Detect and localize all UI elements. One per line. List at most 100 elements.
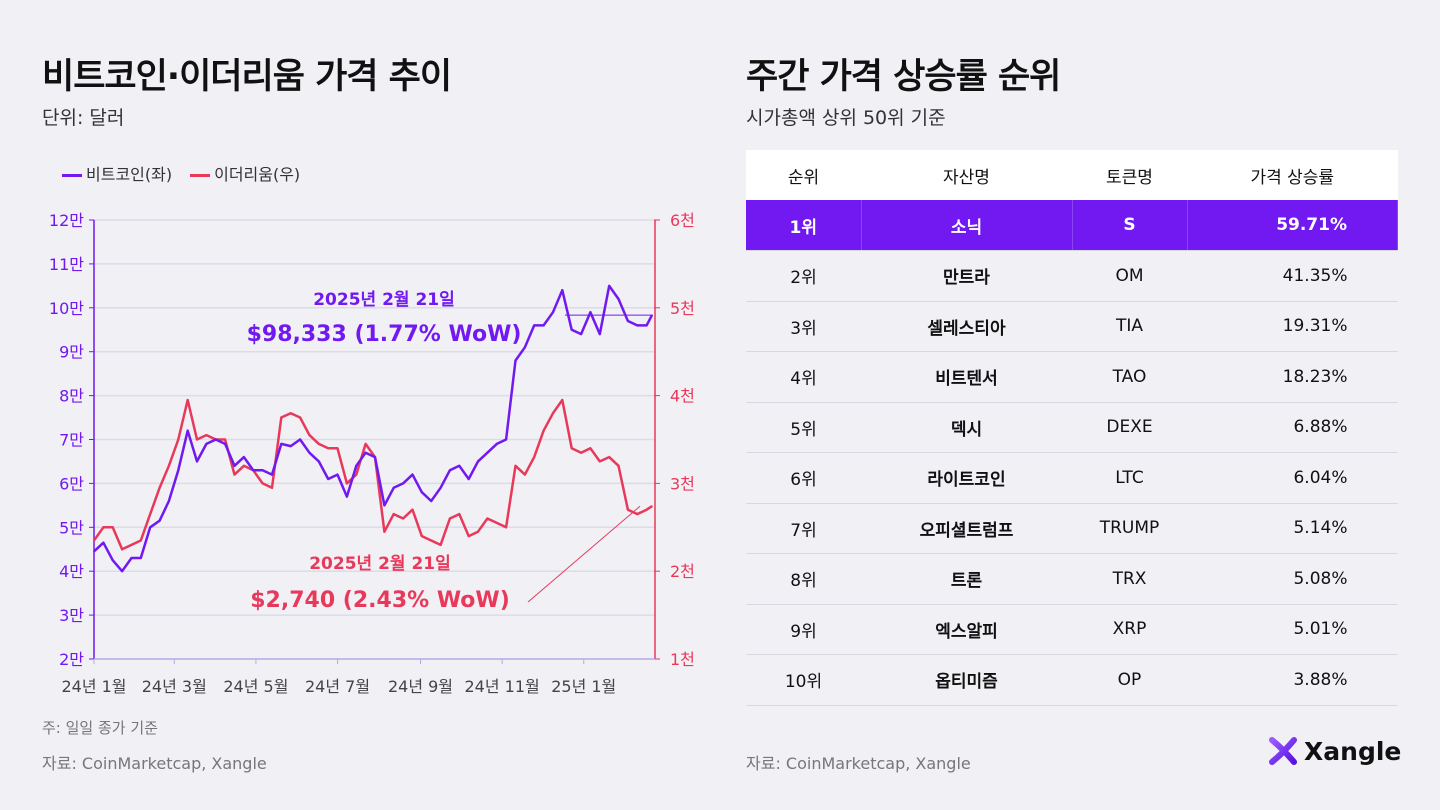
btc-annotation-value: $98,333 (1.77% WoW) xyxy=(247,322,522,347)
xangle-x-icon xyxy=(1269,737,1297,765)
data-point-btc xyxy=(168,500,170,502)
logo-text: Xangle xyxy=(1304,736,1402,766)
data-point-btc xyxy=(224,443,226,445)
data-point-btc xyxy=(486,451,489,454)
data-point-eth xyxy=(158,486,161,489)
asset-cell: 비트텐서 xyxy=(861,351,1072,403)
x-tick-label: 24년 9월 xyxy=(388,677,453,696)
change-cell: 5.14% xyxy=(1187,503,1398,554)
y-right-tick-label: 2천 xyxy=(670,562,695,581)
eth-annotation-value: $2,740 (2.43% WoW) xyxy=(250,588,510,613)
token-cell: TAO xyxy=(1072,351,1187,403)
chart-source: 자료: CoinMarketcap, Xangle xyxy=(42,754,267,773)
data-point-btc xyxy=(177,469,180,472)
data-point-btc xyxy=(580,333,582,335)
price-chart: 2만 3만 4만 5만 6만 7만 8만 9만 10만 11만 12만 1천 2천 3천 4천 5천 6천 24년… xyxy=(49,211,695,696)
rank-cell: 8위 xyxy=(746,553,861,605)
table-row: 4위 비트텐서 TAO 18.23% xyxy=(746,351,1398,403)
data-point-eth xyxy=(149,513,152,515)
data-point-btc xyxy=(458,465,461,467)
data-point-btc xyxy=(271,473,273,476)
legend-item-btc: 비트코인(좌) xyxy=(62,161,172,185)
data-point-eth xyxy=(346,482,348,485)
token-cell: DEXE xyxy=(1072,402,1187,453)
data-point-eth xyxy=(533,456,536,458)
data-point-eth xyxy=(318,443,320,445)
data-point-eth xyxy=(271,486,273,489)
data-point-eth xyxy=(280,416,283,419)
data-point-eth xyxy=(430,539,433,542)
table-row: 2위 만트라 OM 41.35% xyxy=(746,250,1398,302)
data-point-eth xyxy=(570,447,573,450)
header-change: 가격 상승률 xyxy=(1187,150,1398,200)
data-point-eth xyxy=(402,517,404,520)
token-cell: TRUMP xyxy=(1072,503,1187,554)
change-cell: 18.23% xyxy=(1187,351,1398,403)
data-point-eth xyxy=(524,473,526,476)
data-point-eth xyxy=(102,526,105,529)
asset-cell: 라이트코인 xyxy=(861,452,1072,504)
data-point-btc xyxy=(252,469,255,472)
y-right-tick-label: 6천 xyxy=(670,211,695,230)
data-point-eth xyxy=(439,544,442,546)
chart-subtitle: 단위: 달러 xyxy=(42,107,125,129)
y-left-tick-label: 11만 xyxy=(49,255,84,274)
y-left-tick-label: 4만 xyxy=(59,562,84,581)
data-point-eth xyxy=(383,530,386,533)
eth-annotation-leader xyxy=(527,505,641,603)
change-cell: 5.08% xyxy=(1187,553,1398,605)
legend-item-eth: 이더리움(우) xyxy=(190,161,300,185)
data-point-eth xyxy=(308,434,311,436)
data-point-eth xyxy=(580,451,582,454)
table-subtitle: 시가총액 상위 50위 기준 xyxy=(746,107,946,129)
data-point-btc xyxy=(636,324,639,327)
change-cell: 19.31% xyxy=(1187,301,1398,352)
table-source: 자료: CoinMarketcap, Xangle xyxy=(746,754,971,773)
data-point-btc xyxy=(289,445,292,447)
data-point-eth xyxy=(243,465,245,467)
header-asset: 자산명 xyxy=(861,150,1072,200)
y-right-tick-label: 3천 xyxy=(670,474,695,493)
token-cell: OM xyxy=(1072,250,1187,302)
data-point-btc xyxy=(130,557,133,559)
data-point-eth xyxy=(336,447,339,450)
table-title: 주간 가격 상승률 순위 xyxy=(746,57,1061,97)
data-point-btc xyxy=(327,478,329,480)
data-point-eth xyxy=(233,473,236,476)
rank-cell: 10위 xyxy=(746,654,861,706)
asset-cell: 오피셜트럼프 xyxy=(861,503,1072,554)
x-tick-label: 24년 3월 xyxy=(142,677,207,696)
rank-cell: 3위 xyxy=(746,301,861,352)
chart-title: 비트코인·이더리움 가격 추이 xyxy=(42,57,452,97)
data-point-btc xyxy=(308,451,311,454)
table-row: 8위 트론 TRX 5.08% xyxy=(746,553,1398,605)
data-point-eth xyxy=(196,438,198,441)
table-row: 7위 오피셜트럼프 TRUMP 5.14% xyxy=(746,503,1398,554)
data-point-btc xyxy=(364,451,367,454)
rank-cell: 9위 xyxy=(746,604,861,655)
table-header: 순위 자산명 토큰명 가격 상승률 xyxy=(746,150,1398,200)
rank-cell: 6위 xyxy=(746,452,861,504)
data-point-btc xyxy=(599,333,601,335)
data-point-eth xyxy=(514,465,517,467)
data-point-btc xyxy=(449,469,451,472)
y-left-tick-label: 12만 xyxy=(49,211,84,230)
data-point-btc xyxy=(402,482,404,485)
y-right-tick-label: 1천 xyxy=(670,650,695,669)
data-point-btc xyxy=(280,443,283,445)
data-point-btc xyxy=(608,285,610,287)
btc-annotation-date: 2025년 2월 21일 xyxy=(313,290,455,310)
change-cell: 6.88% xyxy=(1187,402,1398,453)
asset-cell: 옵티미즘 xyxy=(861,654,1072,706)
data-point-btc xyxy=(196,460,198,463)
data-point-btc xyxy=(346,495,348,498)
table-row: 1위 소닉 S 59.71% xyxy=(746,200,1398,251)
y-right-tick-label: 5천 xyxy=(670,299,695,318)
data-point-btc xyxy=(205,443,208,445)
data-point-eth xyxy=(327,447,329,450)
data-point-eth xyxy=(608,456,610,458)
asset-cell: 셀레스티아 xyxy=(861,301,1072,352)
data-point-btc xyxy=(318,460,320,463)
change-cell: 6.04% xyxy=(1187,452,1398,504)
data-point-btc xyxy=(233,465,236,467)
